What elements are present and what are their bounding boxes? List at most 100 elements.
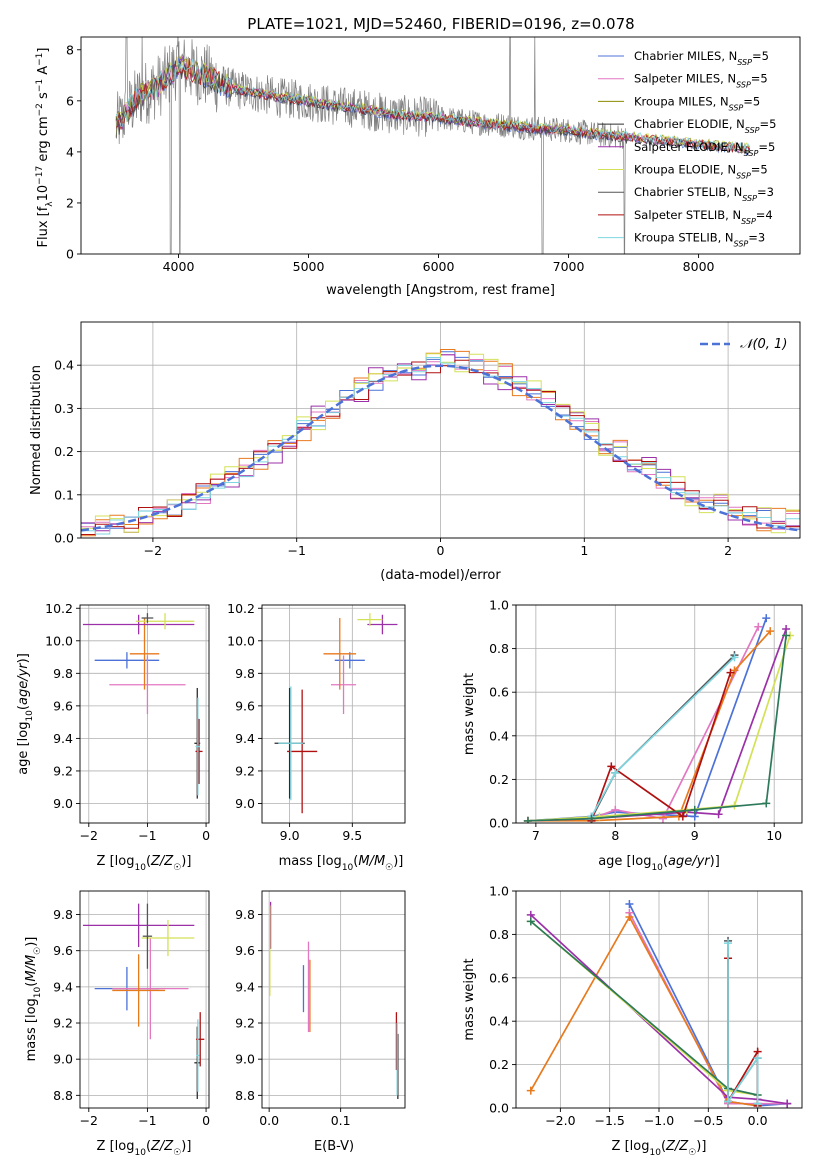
mass_vs_Z-xlabel: Z [log10(Z/Z☉)] (97, 1139, 192, 1158)
age_vs_mass-decor: 9.0 9.5 9.0 9.2 9.4 9.6 9.8 10.0 10.2 (227, 601, 406, 843)
mass_weight_vs_age-series-marker (726, 668, 735, 677)
mass_weight_vs_age-xtick-label: 7 (532, 828, 540, 843)
mass_vs_Z-xtick-label: −1 (138, 1113, 156, 1128)
mass_weight_vs_age-ytick-label: 0.6 (489, 685, 509, 700)
mass_weight_vs_Z-series-line (530, 915, 758, 1107)
age_vs_mass-errorbars (274, 613, 398, 814)
mass_vs_Z-errorbar-point (142, 903, 153, 969)
spectrum-legend: Chabrier MILES, NSSP=5 Salpeter MILES, NS… (598, 49, 776, 248)
mass_weight_vs_Z-ytick-label: 0.0 (489, 1101, 509, 1116)
residuals-ytick-label: 0.0 (54, 531, 74, 546)
mass_weight_vs_age-series-marker (678, 812, 687, 821)
mass_vs_ebv-xtick-label: 0.1 (331, 1113, 351, 1128)
age_vs_Z-ylabel: age [log10(age/yr)] (16, 653, 35, 775)
spectrum-xtick-label: 6000 (423, 259, 455, 274)
spectrum-xtick-label: 4000 (163, 259, 195, 274)
mass_weight_vs_age-series-marker (766, 627, 775, 636)
mass_vs_ebv-errorbars (269, 901, 399, 1099)
mass_vs_ebv-ytick-label: 8.8 (235, 1088, 255, 1103)
mass_weight_vs_Z-series-marker (724, 1097, 733, 1106)
mass_weight_vs_age-series-marker (523, 816, 532, 823)
mass_weight_vs_Z-xlabel: Z [log10(Z/Z☉)] (612, 1139, 707, 1158)
spectrum-xlabel: wavelength [Angstrom, rest frame] (326, 283, 555, 298)
mass_weight_vs_Z-lines (526, 900, 792, 1108)
residuals-xtick-label: 0 (437, 543, 445, 558)
mass_vs_ebv-ytick-label: 9.6 (235, 943, 255, 958)
spectrum-model-line (115, 59, 750, 153)
age_vs_Z-xlabel: Z [log10(Z/Z☉)] (97, 854, 192, 873)
spectrum-ytick-label: 6 (66, 93, 74, 108)
age_vs_mass-ytick-label: 9.8 (235, 666, 255, 681)
mass_weight_vs_Z-ytick-label: 0.4 (489, 1014, 509, 1029)
mass_weight_vs_age-series-marker (714, 810, 723, 819)
age_vs_Z-errorbars (82, 613, 203, 799)
mass_vs_Z-ytick-label: 9.2 (53, 1016, 73, 1031)
mass_weight_vs_age-lines (523, 614, 795, 823)
spectrum-decor: 4000 5000 6000 7000 8000 0 2 4 6 8 (66, 36, 801, 274)
mass_vs_ebv-ytick-label: 9.0 (235, 1052, 255, 1067)
residuals-xtick-label: −2 (144, 543, 162, 558)
mass_weight_vs_Z-series-marker (625, 900, 634, 909)
residuals-histogram-series (81, 349, 800, 537)
spectrum-legend-label: Salpeter MILES, NSSP=5 (634, 72, 768, 90)
spectrum-legend-label: Kroupa STELIB, NSSP=3 (634, 231, 765, 249)
age_vs_Z-errorbar-point (94, 652, 160, 669)
mass_weight_vs_age-series-marker (595, 812, 604, 821)
mass_vs_ebv-axes (262, 891, 405, 1108)
mass_weight_vs_age-series-marker (658, 814, 667, 823)
mass_weight_vs_Z-series-marker (526, 917, 535, 926)
spectrum-model-line (115, 56, 750, 152)
mass_weight_vs_age-xtick-label: 10 (766, 828, 782, 843)
age_vs_Z-ytick-label: 9.2 (53, 763, 73, 778)
age_vs_mass-xlabel: mass [log10(M/M☉)] (279, 854, 404, 873)
age_vs_mass-errorbar-point (357, 613, 383, 627)
spectrum-ytick-label: 2 (66, 195, 74, 210)
spectrum-ytick-label: 8 (66, 42, 74, 57)
age_vs_mass-frame (261, 604, 406, 824)
spectrum-title: PLATE=1021, MJD=52460, FIBERID=0196, z=0… (247, 15, 634, 33)
age_vs_mass-errorbar-point (323, 618, 357, 690)
spectrum-frame (80, 36, 801, 255)
mass_weight_vs_age-series-marker (730, 653, 739, 662)
age_vs_mass-errorbar-point (330, 655, 357, 714)
mass_weight_vs_age-ytick-label: 0.4 (489, 728, 509, 743)
mass_weight_vs_Z-ytick-label: 0.6 (489, 970, 509, 985)
mass_vs_ebv-ytick-label: 9.2 (235, 1016, 255, 1031)
mass_vs_Z-xtick-label: 0 (202, 1113, 210, 1128)
spectrum-legend-label: Kroupa ELODIE, NSSP=5 (634, 163, 768, 181)
mass_weight_vs_age-frame (515, 604, 803, 824)
mass_vs_ebv-xtick-label: 0.0 (259, 1113, 279, 1128)
age_vs_mass-ytick-label: 10.0 (227, 633, 255, 648)
mass_weight_vs_Z-series-marker (625, 913, 634, 922)
age_vs_Z-errorbar-point (135, 613, 195, 630)
spectrum-ytick-label: 4 (66, 144, 74, 159)
age_vs_Z-ytick-label: 9.4 (53, 731, 73, 746)
mass_weight_vs_age-series (523, 631, 791, 823)
age_vs_Z-ytick-label: 10.2 (45, 601, 73, 616)
residuals-ytick-label: 0.2 (54, 444, 74, 459)
age_vs_Z-xtick-label: −1 (138, 828, 156, 843)
spectrum-model-line (115, 57, 750, 154)
mass_vs_Z-errorbar-point (112, 954, 166, 1027)
residuals-legend-label: 𝒩(0, 1) (740, 337, 787, 352)
spectrum-ytick-label: 0 (66, 247, 74, 262)
age_vs_Z-ytick-label: 10.0 (45, 633, 73, 648)
spectrum-legend-label: Kroupa MILES, NSSP=5 (634, 94, 760, 112)
mass_weight_vs_Z-ytick-label: 0.2 (489, 1057, 509, 1072)
age_vs_mass-xtick-label: 9.0 (280, 828, 300, 843)
mass_weight_vs_Z-series-line (727, 943, 759, 1105)
age_vs_Z-xtick-label: 0 (202, 828, 210, 843)
mass_weight_vs_age-ytick-label: 0.8 (489, 641, 509, 656)
mass_weight_vs_Z-series (724, 939, 762, 1108)
mass_weight_vs_Z-xtick-label: 0.0 (748, 1113, 768, 1128)
residuals-histogram-series (81, 359, 800, 535)
residuals-ytick-label: 0.1 (54, 487, 74, 502)
mass_weight_vs_age-series-marker (754, 622, 763, 631)
mass_weight_vs_Z-decor: −2.0 −1.5 −1.0 −0.5 0.0 0.0 0.2 0.4 0.6 0.8 1.0 (489, 884, 803, 1128)
spectrum-lines (115, 37, 750, 254)
age_vs_mass-xtick-label: 9.5 (342, 828, 362, 843)
spectrum-legend-label: Salpeter ELODIE, NSSP=5 (634, 140, 775, 158)
age_vs_Z-errorbar-point (82, 614, 195, 635)
